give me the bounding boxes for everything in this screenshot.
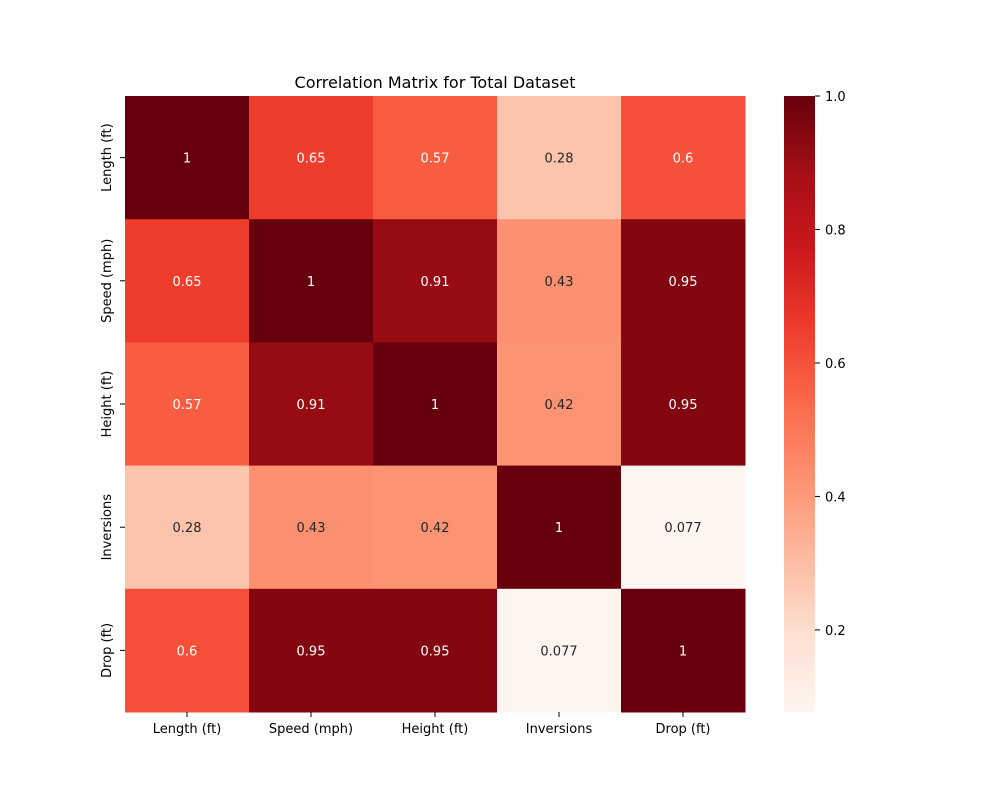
heatmap-cell-0-4 — [621, 96, 746, 220]
x-tick-label-4: Drop (ft) — [656, 722, 711, 737]
heatmap-cell-1-2 — [373, 219, 498, 343]
colorbar — [784, 96, 815, 712]
heatmap-cell-2-1 — [249, 342, 374, 467]
x-tick-label-0: Length (ft) — [153, 722, 222, 737]
heatmap-cell-0-2 — [373, 96, 498, 220]
cell-annotation-4-2: 0.95 — [421, 644, 450, 659]
heatmap-cell-0-3 — [497, 96, 622, 220]
heatmap-cell-2-0 — [125, 342, 250, 467]
cell-annotation-4-3: 0.077 — [540, 644, 577, 659]
y-tick-label-1: Speed (mph) — [100, 239, 115, 323]
cell-annotation-1-0: 0.65 — [173, 275, 202, 290]
heatmap-cell-2-2 — [373, 342, 498, 467]
cell-annotation-4-0: 0.6 — [177, 644, 198, 659]
colorbar-tick-label-1: 0.4 — [825, 490, 846, 505]
x-tick-label-1: Speed (mph) — [269, 722, 353, 737]
cell-annotation-0-3: 0.28 — [545, 152, 574, 167]
cell-annotation-2-1: 0.91 — [297, 398, 326, 413]
y-tick-label-2: Height (ft) — [100, 371, 115, 438]
cell-annotation-4-4: 1 — [679, 644, 687, 659]
cell-annotation-0-2: 0.57 — [421, 152, 450, 167]
cell-annotation-1-4: 0.95 — [669, 275, 698, 290]
cell-annotation-3-0: 0.28 — [173, 521, 202, 536]
colorbar-tick-label-3: 0.8 — [825, 223, 846, 238]
heatmap-cell-4-3 — [497, 588, 622, 713]
colorbar-tick-label-0: 0.2 — [825, 624, 846, 639]
cell-annotation-1-3: 0.43 — [545, 275, 574, 290]
cell-annotation-0-1: 0.65 — [297, 152, 326, 167]
y-tick-label-4: Drop (ft) — [100, 623, 115, 678]
cell-annotation-4-1: 0.95 — [297, 644, 326, 659]
cell-annotation-2-0: 0.57 — [173, 398, 202, 413]
cell-annotation-3-2: 0.42 — [421, 521, 450, 536]
cell-annotation-1-1: 1 — [307, 275, 315, 290]
heatmap-cell-3-0 — [125, 465, 250, 590]
heatmap-cell-1-4 — [621, 219, 746, 343]
heatmap-cell-1-3 — [497, 219, 622, 343]
heatmap-cell-3-3 — [497, 465, 622, 590]
x-tick-label-3: Inversions — [526, 722, 593, 737]
cell-annotation-2-4: 0.95 — [669, 398, 698, 413]
chart-title: Correlation Matrix for Total Dataset — [295, 73, 576, 92]
cell-annotation-3-1: 0.43 — [297, 521, 326, 536]
colorbar-tick-label-4: 1.0 — [825, 90, 846, 105]
cell-annotation-3-4: 0.077 — [664, 521, 701, 536]
heatmap-cell-4-2 — [373, 588, 498, 713]
heatmap-cell-4-0 — [125, 588, 250, 713]
heatmap-cell-3-1 — [249, 465, 374, 590]
heatmap-cell-4-1 — [249, 588, 374, 713]
y-tick-label-3: Inversions — [100, 494, 115, 561]
colorbar-tick-label-2: 0.6 — [825, 357, 846, 372]
cell-annotation-0-4: 0.6 — [673, 152, 694, 167]
heatmap-cell-0-1 — [249, 96, 374, 220]
cell-annotation-1-2: 0.91 — [421, 275, 450, 290]
x-tick-label-2: Height (ft) — [402, 722, 469, 737]
heatmap-cell-1-1 — [249, 219, 374, 343]
cell-annotation-3-3: 1 — [555, 521, 563, 536]
heatmap-cell-0-0 — [125, 96, 250, 220]
cell-annotation-0-0: 1 — [183, 152, 191, 167]
heatmap-cell-3-2 — [373, 465, 498, 590]
y-tick-label-0: Length (ft) — [100, 123, 115, 192]
heatmap-cell-4-4 — [621, 588, 746, 713]
heatmap-cell-3-4 — [621, 465, 746, 590]
cell-annotation-2-2: 1 — [431, 398, 439, 413]
heatmap-cell-2-4 — [621, 342, 746, 467]
cell-annotation-2-3: 0.42 — [545, 398, 574, 413]
heatmap-cell-1-0 — [125, 219, 250, 343]
heatmap-cell-2-3 — [497, 342, 622, 467]
